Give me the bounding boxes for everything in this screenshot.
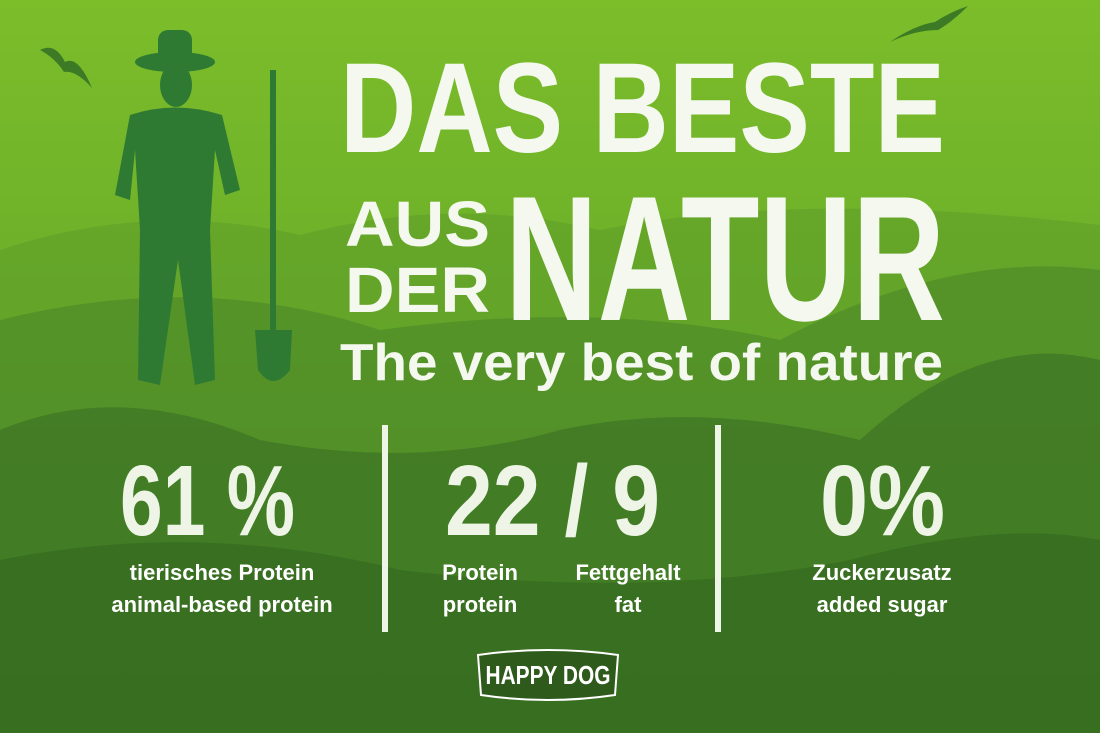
farmer-figure [115,30,292,385]
stat-value: 22 / 9 [445,445,660,557]
headline: AUS [345,188,490,260]
stat-label: Fettgehalt [575,560,681,585]
stat-label: Zuckerzusatz [812,560,951,585]
headline: DER [345,254,490,326]
stat-label: tierisches Protein [130,560,315,585]
stat-label: added sugar [817,592,948,617]
stat-label: fat [615,592,643,617]
stat-label: animal-based protein [111,592,332,617]
headline: DAS BESTE [340,37,945,180]
stat-value: 61 % [120,445,295,557]
bird [40,47,92,88]
headline: NATUR [505,159,945,358]
stat-label: Protein [442,560,518,585]
logo-badge [476,649,620,701]
logo: HAPPY DOG [486,660,611,690]
subtitle: The very best of nature [340,334,943,392]
bird [890,6,968,42]
stat-value: 0% [820,445,945,557]
stat-label: protein [443,592,518,617]
hill-front [0,533,1100,733]
